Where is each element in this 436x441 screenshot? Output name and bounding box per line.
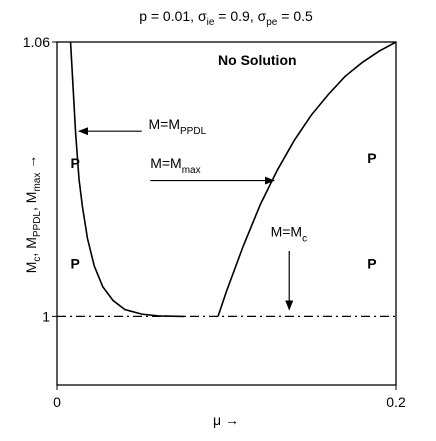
label-m-c: M=Mc: [271, 223, 308, 244]
annotation-no-solution: No Solution: [218, 52, 297, 68]
series-line-ppdl: [69, 41, 185, 318]
x-tick-label: 0: [53, 394, 61, 410]
x-tick-label: 0.2: [386, 394, 406, 410]
series-line-max: [217, 41, 397, 317]
chart-title: p = 0.01, σie = 0.9, σpe = 0.5: [139, 8, 313, 28]
annotation-p-left-upper: P: [71, 155, 80, 171]
annotation-p-right-upper: P: [367, 150, 376, 166]
y-axis-label: Mc, MPPDL, Mmax →: [23, 155, 43, 274]
annotation-p-left-lower: P: [71, 255, 80, 271]
annotation-layer: No Solution P P P P: [71, 52, 377, 272]
y-tick-label: 1: [42, 308, 50, 324]
label-m-max: M=Mmax: [150, 155, 200, 176]
series-layer: [57, 41, 397, 318]
label-m-ppdl: M=MPPDL: [149, 116, 207, 137]
y-tick-label: 1.06: [23, 34, 50, 50]
tick-layer: 0 0.2 1 1.06: [23, 34, 406, 410]
annotation-p-right-lower: P: [367, 255, 376, 271]
plot-frame: [56, 41, 397, 386]
x-axis-label: μ →: [213, 412, 239, 428]
